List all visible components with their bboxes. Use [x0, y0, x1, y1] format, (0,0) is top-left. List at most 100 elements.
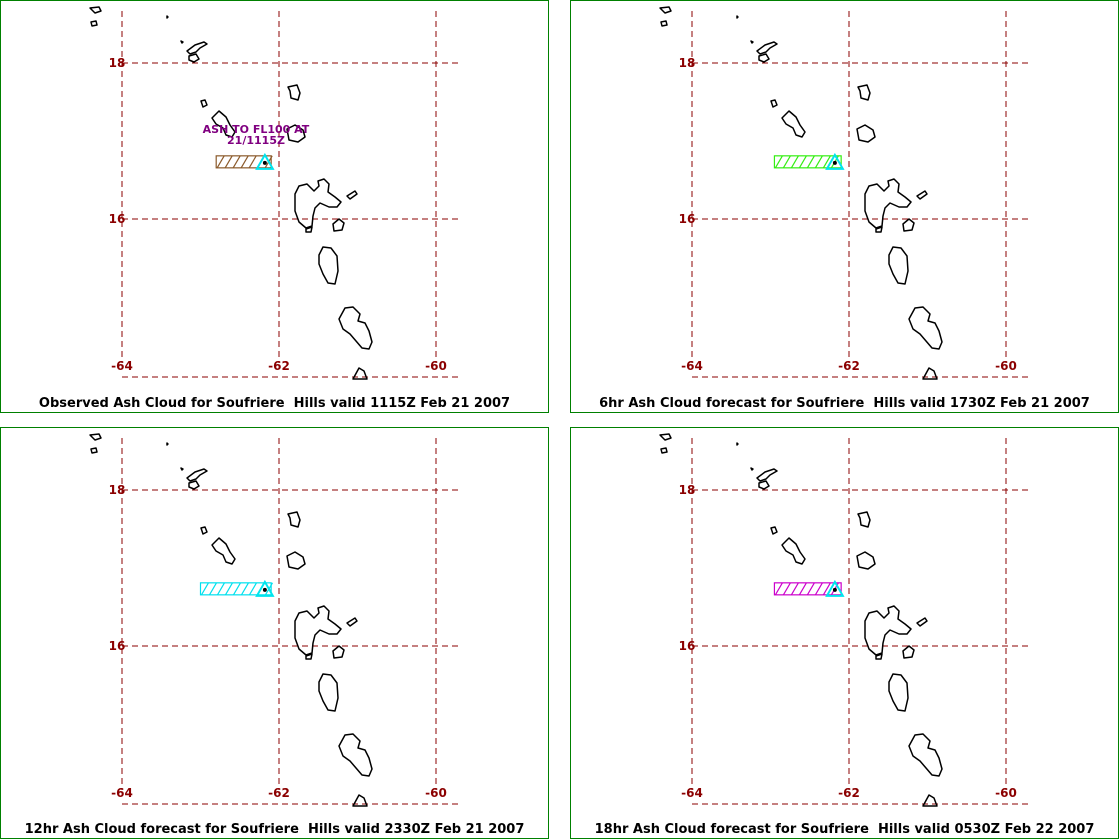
- island-coastline: [332, 645, 345, 659]
- island-coastline: [180, 467, 184, 471]
- island-coastline: [318, 246, 339, 285]
- ash-cloud-hatch: [790, 582, 799, 596]
- island-coastline: [758, 480, 770, 490]
- island-coastline: [770, 526, 778, 535]
- lon-label: -60: [995, 786, 1017, 800]
- ash-cloud-hatch: [798, 155, 807, 169]
- ash-cloud-hatch: [248, 155, 257, 169]
- volcano-dot: [832, 160, 837, 165]
- ash-cloud-hatch: [814, 582, 823, 596]
- island-coastline: [888, 673, 909, 712]
- lon-label: -64: [111, 359, 133, 373]
- island-coastline: [750, 40, 754, 44]
- island-coastline: [318, 673, 339, 712]
- island-coastline: [211, 110, 236, 138]
- lat-label: 16: [109, 639, 126, 653]
- volcano-icon: [825, 152, 845, 170]
- island-coastline: [856, 551, 876, 570]
- island-coastline: [659, 433, 672, 441]
- lat-label: 18: [109, 483, 126, 497]
- island-coastline: [756, 41, 778, 55]
- ash-cloud-hatch: [248, 582, 258, 596]
- ash-cloud-hatch: [216, 155, 225, 169]
- island-coastline: [781, 110, 806, 138]
- ash-cloud-hatch: [814, 155, 823, 169]
- ash-cloud: [773, 582, 842, 596]
- island-coastline: [338, 306, 373, 350]
- ash-cloud-hatch: [806, 155, 815, 169]
- ash-cloud-hatch: [782, 582, 791, 596]
- island-coastline: [188, 53, 200, 63]
- island-coastline: [186, 468, 208, 482]
- island-coastline: [180, 40, 184, 44]
- lon-label: -64: [681, 786, 703, 800]
- ash-cloud-hatch: [240, 582, 250, 596]
- island-coastline: [659, 6, 672, 14]
- map-12hr: 18 16 -64 -62 -60: [89, 433, 461, 807]
- ash-cloud-hatch: [822, 155, 831, 169]
- island-coastline: [90, 447, 98, 454]
- ash-cloud-hatch: [806, 582, 815, 596]
- island-coastline: [908, 733, 943, 777]
- island-coastline: [352, 367, 368, 380]
- volcano-dot: [262, 587, 267, 592]
- island-coastline: [736, 442, 739, 446]
- ash-cloud-hatch: [774, 582, 783, 596]
- island-coastline: [186, 41, 208, 55]
- island-coastline: [875, 226, 883, 233]
- volcano-icon: [825, 579, 845, 597]
- lat-label: 18: [679, 56, 696, 70]
- island-coastline: [346, 190, 358, 200]
- lon-label: -62: [838, 786, 860, 800]
- ash-cloud-outline: [199, 582, 272, 596]
- island-coastline: [294, 178, 342, 229]
- island-coastline: [864, 605, 912, 656]
- island-coastline: [857, 511, 871, 528]
- island-coastline: [922, 794, 938, 807]
- island-coastline: [352, 794, 368, 807]
- island-coastline: [200, 99, 208, 108]
- island-coastline: [305, 653, 313, 660]
- panel-18hr: 18 16 -64 -62 -60 18hr Ash Cloud forecast fo…: [570, 427, 1119, 839]
- lat-label: 18: [679, 483, 696, 497]
- island-coastline: [856, 124, 876, 143]
- map-6hr: 18 16 -64 -62 -60: [659, 6, 1031, 380]
- island-coastline: [756, 468, 778, 482]
- ash-cloud-hatch: [232, 582, 242, 596]
- ash-cloud-hatch: [790, 155, 799, 169]
- island-coastline: [346, 617, 358, 627]
- ash-cloud: [773, 155, 842, 169]
- island-coastline: [338, 733, 373, 777]
- ash-cloud-hatch: [200, 582, 210, 596]
- panel-6hr: 18 16 -64 -62 -60 6hr Ash Cloud forecast for…: [570, 0, 1119, 413]
- island-coastline: [287, 84, 301, 101]
- ash-annotation: 21/1115Z: [227, 134, 285, 147]
- ash-cloud-hatch: [232, 155, 241, 169]
- lon-label: -60: [425, 786, 447, 800]
- panel-12hr: 18 16 -64 -62 -60 12hr Ash Cloud forecast fo…: [0, 427, 549, 839]
- island-coastline: [660, 447, 668, 454]
- island-coastline: [305, 226, 313, 233]
- island-coastline: [864, 178, 912, 229]
- island-coastline: [770, 99, 778, 108]
- island-coastline: [902, 218, 915, 232]
- ash-cloud-hatch: [216, 582, 226, 596]
- island-coastline: [660, 20, 668, 27]
- island-coastline: [286, 551, 306, 570]
- island-coastline: [332, 218, 345, 232]
- island-coastline: [287, 511, 301, 528]
- island-coastline: [758, 53, 770, 63]
- map-18hr: 18 16 -64 -62 -60: [659, 433, 1031, 807]
- caption-18hr: 18hr Ash Cloud forecast for Soufriere Hi…: [594, 822, 1095, 837]
- island-coastline: [781, 537, 806, 565]
- island-coastline: [188, 480, 200, 490]
- island-coastline: [875, 653, 883, 660]
- caption-12hr: 12hr Ash Cloud forecast for Soufriere Hi…: [24, 822, 525, 837]
- lon-label: -60: [425, 359, 447, 373]
- ash-cloud-hatch: [798, 582, 807, 596]
- lat-label: 16: [109, 212, 126, 226]
- island-coastline: [916, 190, 928, 200]
- island-coastline: [166, 15, 169, 19]
- volcano-icon: [255, 579, 275, 597]
- island-coastline: [916, 617, 928, 627]
